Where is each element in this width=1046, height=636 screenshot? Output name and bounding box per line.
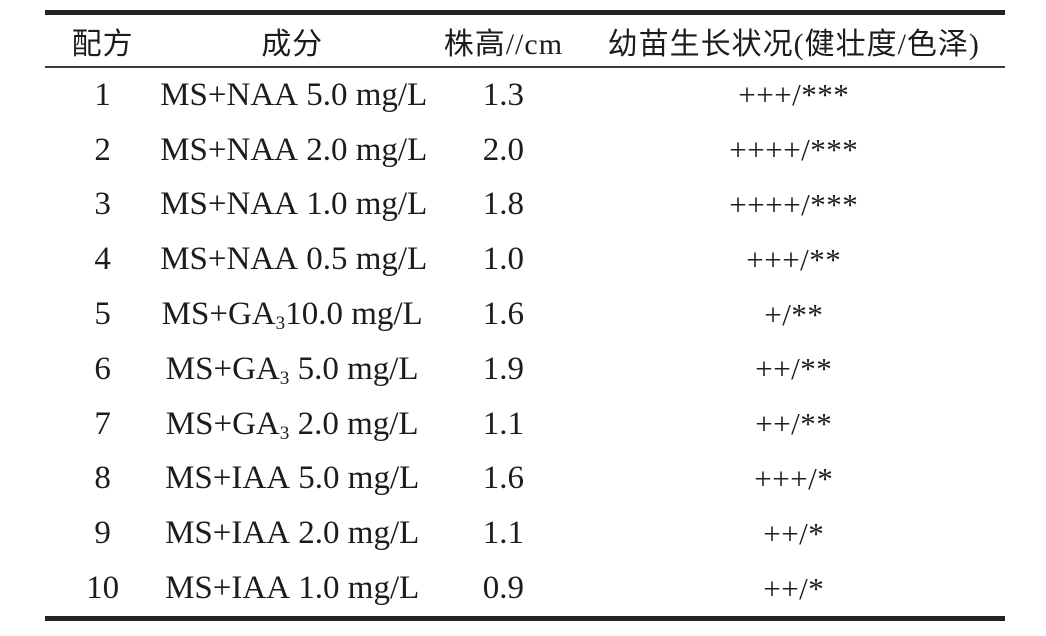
status-cell: ++/*	[763, 515, 825, 551]
table-header-row: 配方 成分 株高//cm 幼苗生长状况(健壮度/色泽)	[45, 15, 1005, 66]
component-subscript: 3	[279, 422, 290, 444]
height-cell: 2.0	[482, 131, 524, 168]
table-row: 3 MS+NAA 1.0 mg/L 1.8 ++++/***	[45, 178, 1005, 233]
component-cell: MS+NAA 1.0 mg/L	[160, 186, 428, 223]
component-base-text: MS+IAA	[165, 515, 291, 552]
component-subscript: 3	[279, 367, 290, 389]
status-cell: +++/*	[754, 460, 834, 496]
component-cell: MS+NAA 2.0 mg/L	[160, 131, 428, 169]
status-cell: ++/**	[755, 351, 833, 387]
component-dose-text: 5.0 mg/L	[298, 76, 428, 113]
component-base-text: MS+GA	[161, 296, 276, 333]
component-base-text: MS+GA	[165, 350, 280, 387]
table-row: 2 MS+NAA 2.0 mg/L 2.0 ++++/***	[45, 123, 1005, 178]
table-header-rule	[45, 66, 1005, 68]
component-cell: MS+GA3 2.0 mg/L	[160, 406, 424, 443]
component-base-text: MS+IAA	[165, 570, 291, 607]
height-cell: 1.3	[482, 76, 524, 113]
height-cell: 0.9	[482, 570, 524, 607]
component-dose-text: 2.0 mg/L	[298, 131, 428, 168]
table-row: 5 MS+GA310.0 mg/L 1.6 +/**	[45, 287, 1005, 342]
component-cell: MS+NAA 0.5 mg/L	[160, 241, 428, 278]
status-cell: +/**	[764, 296, 824, 332]
formula-cell: 4	[94, 241, 111, 278]
height-cell: 1.6	[482, 460, 524, 497]
component-dose-text: 2.0 mg/L	[289, 405, 419, 442]
formula-cell: 9	[94, 515, 111, 552]
height-cell: 1.8	[482, 186, 524, 223]
component-dose-text: 5.0 mg/L	[289, 350, 419, 387]
status-cell: ++++/***	[729, 186, 859, 222]
height-cell: 1.0	[482, 241, 524, 278]
component-base-text: MS+GA	[165, 405, 280, 442]
component-dose-text: 1.0 mg/L	[298, 186, 428, 223]
status-cell: ++++/***	[729, 132, 859, 168]
component-cell: MS+IAA 5.0 mg/L	[160, 460, 424, 497]
table-row: 7 MS+GA3 2.0 mg/L 1.1 ++/**	[45, 397, 1005, 452]
col-header-formula: 配方	[71, 27, 134, 61]
status-cell: ++/**	[755, 406, 833, 442]
height-cell: 1.9	[482, 350, 524, 387]
component-dose-text: 0.5 mg/L	[298, 241, 428, 278]
table-row: 1 MS+NAA 5.0 mg/L 1.3 +++/***	[45, 68, 1005, 123]
component-cell: MS+GA310.0 mg/L	[160, 296, 424, 333]
status-cell: ++/*	[763, 570, 825, 606]
component-base-text: MS+NAA	[160, 186, 298, 223]
component-dose-text: 2.0 mg/L	[290, 515, 420, 552]
table-row: 6 MS+GA3 5.0 mg/L 1.9 ++/**	[45, 342, 1005, 397]
component-dose-text: 1.0 mg/L	[290, 570, 420, 607]
component-dose-text: 5.0 mg/L	[290, 460, 420, 497]
component-base-text: MS+IAA	[165, 460, 291, 497]
height-cell: 1.1	[482, 515, 524, 552]
table-top-rule	[45, 10, 1005, 15]
col-header-component: 成分	[261, 27, 324, 61]
component-subscript: 3	[275, 312, 286, 334]
component-dose-text: 10.0 mg/L	[285, 296, 423, 333]
table-row: 10 MS+IAA 1.0 mg/L 0.9 ++/*	[45, 561, 1005, 616]
formula-cell: 2	[94, 131, 111, 168]
formula-cell: 6	[94, 350, 111, 387]
growth-table: 配方 成分 株高//cm 幼苗生长状况(健壮度/色泽) 1 MS+NAA 5.0…	[45, 10, 1005, 621]
height-cell: 1.6	[482, 296, 524, 333]
table-bottom-rule	[45, 615, 1005, 621]
formula-cell: 10	[86, 570, 120, 607]
component-base-text: MS+NAA	[160, 76, 298, 113]
table-row: 8 MS+IAA 5.0 mg/L 1.6 +++/*	[45, 452, 1005, 507]
component-cell: MS+GA3 5.0 mg/L	[160, 351, 424, 388]
formula-cell: 7	[94, 405, 111, 442]
formula-cell: 1	[94, 76, 111, 113]
table-row: 9 MS+IAA 2.0 mg/L 1.1 ++/*	[45, 506, 1005, 561]
component-cell: MS+IAA 1.0 mg/L	[160, 570, 424, 607]
component-base-text: MS+NAA	[160, 241, 298, 278]
component-cell: MS+IAA 2.0 mg/L	[160, 515, 424, 552]
status-cell: +++/***	[738, 77, 850, 113]
table-body: 1 MS+NAA 5.0 mg/L 1.3 +++/*** 2 MS+NAA 2…	[45, 68, 1005, 616]
formula-cell: 8	[94, 460, 111, 497]
formula-cell: 5	[94, 296, 111, 333]
col-header-height: 株高//cm	[443, 27, 564, 61]
table-row: 4 MS+NAA 0.5 mg/L 1.0 +++/**	[45, 232, 1005, 287]
component-cell: MS+NAA 5.0 mg/L	[160, 76, 428, 114]
status-cell: +++/**	[746, 241, 842, 277]
height-cell: 1.1	[482, 405, 524, 442]
col-header-status: 幼苗生长状况(健壮度/色泽)	[607, 27, 980, 61]
component-base-text: MS+NAA	[160, 131, 298, 168]
formula-cell: 3	[94, 186, 111, 223]
